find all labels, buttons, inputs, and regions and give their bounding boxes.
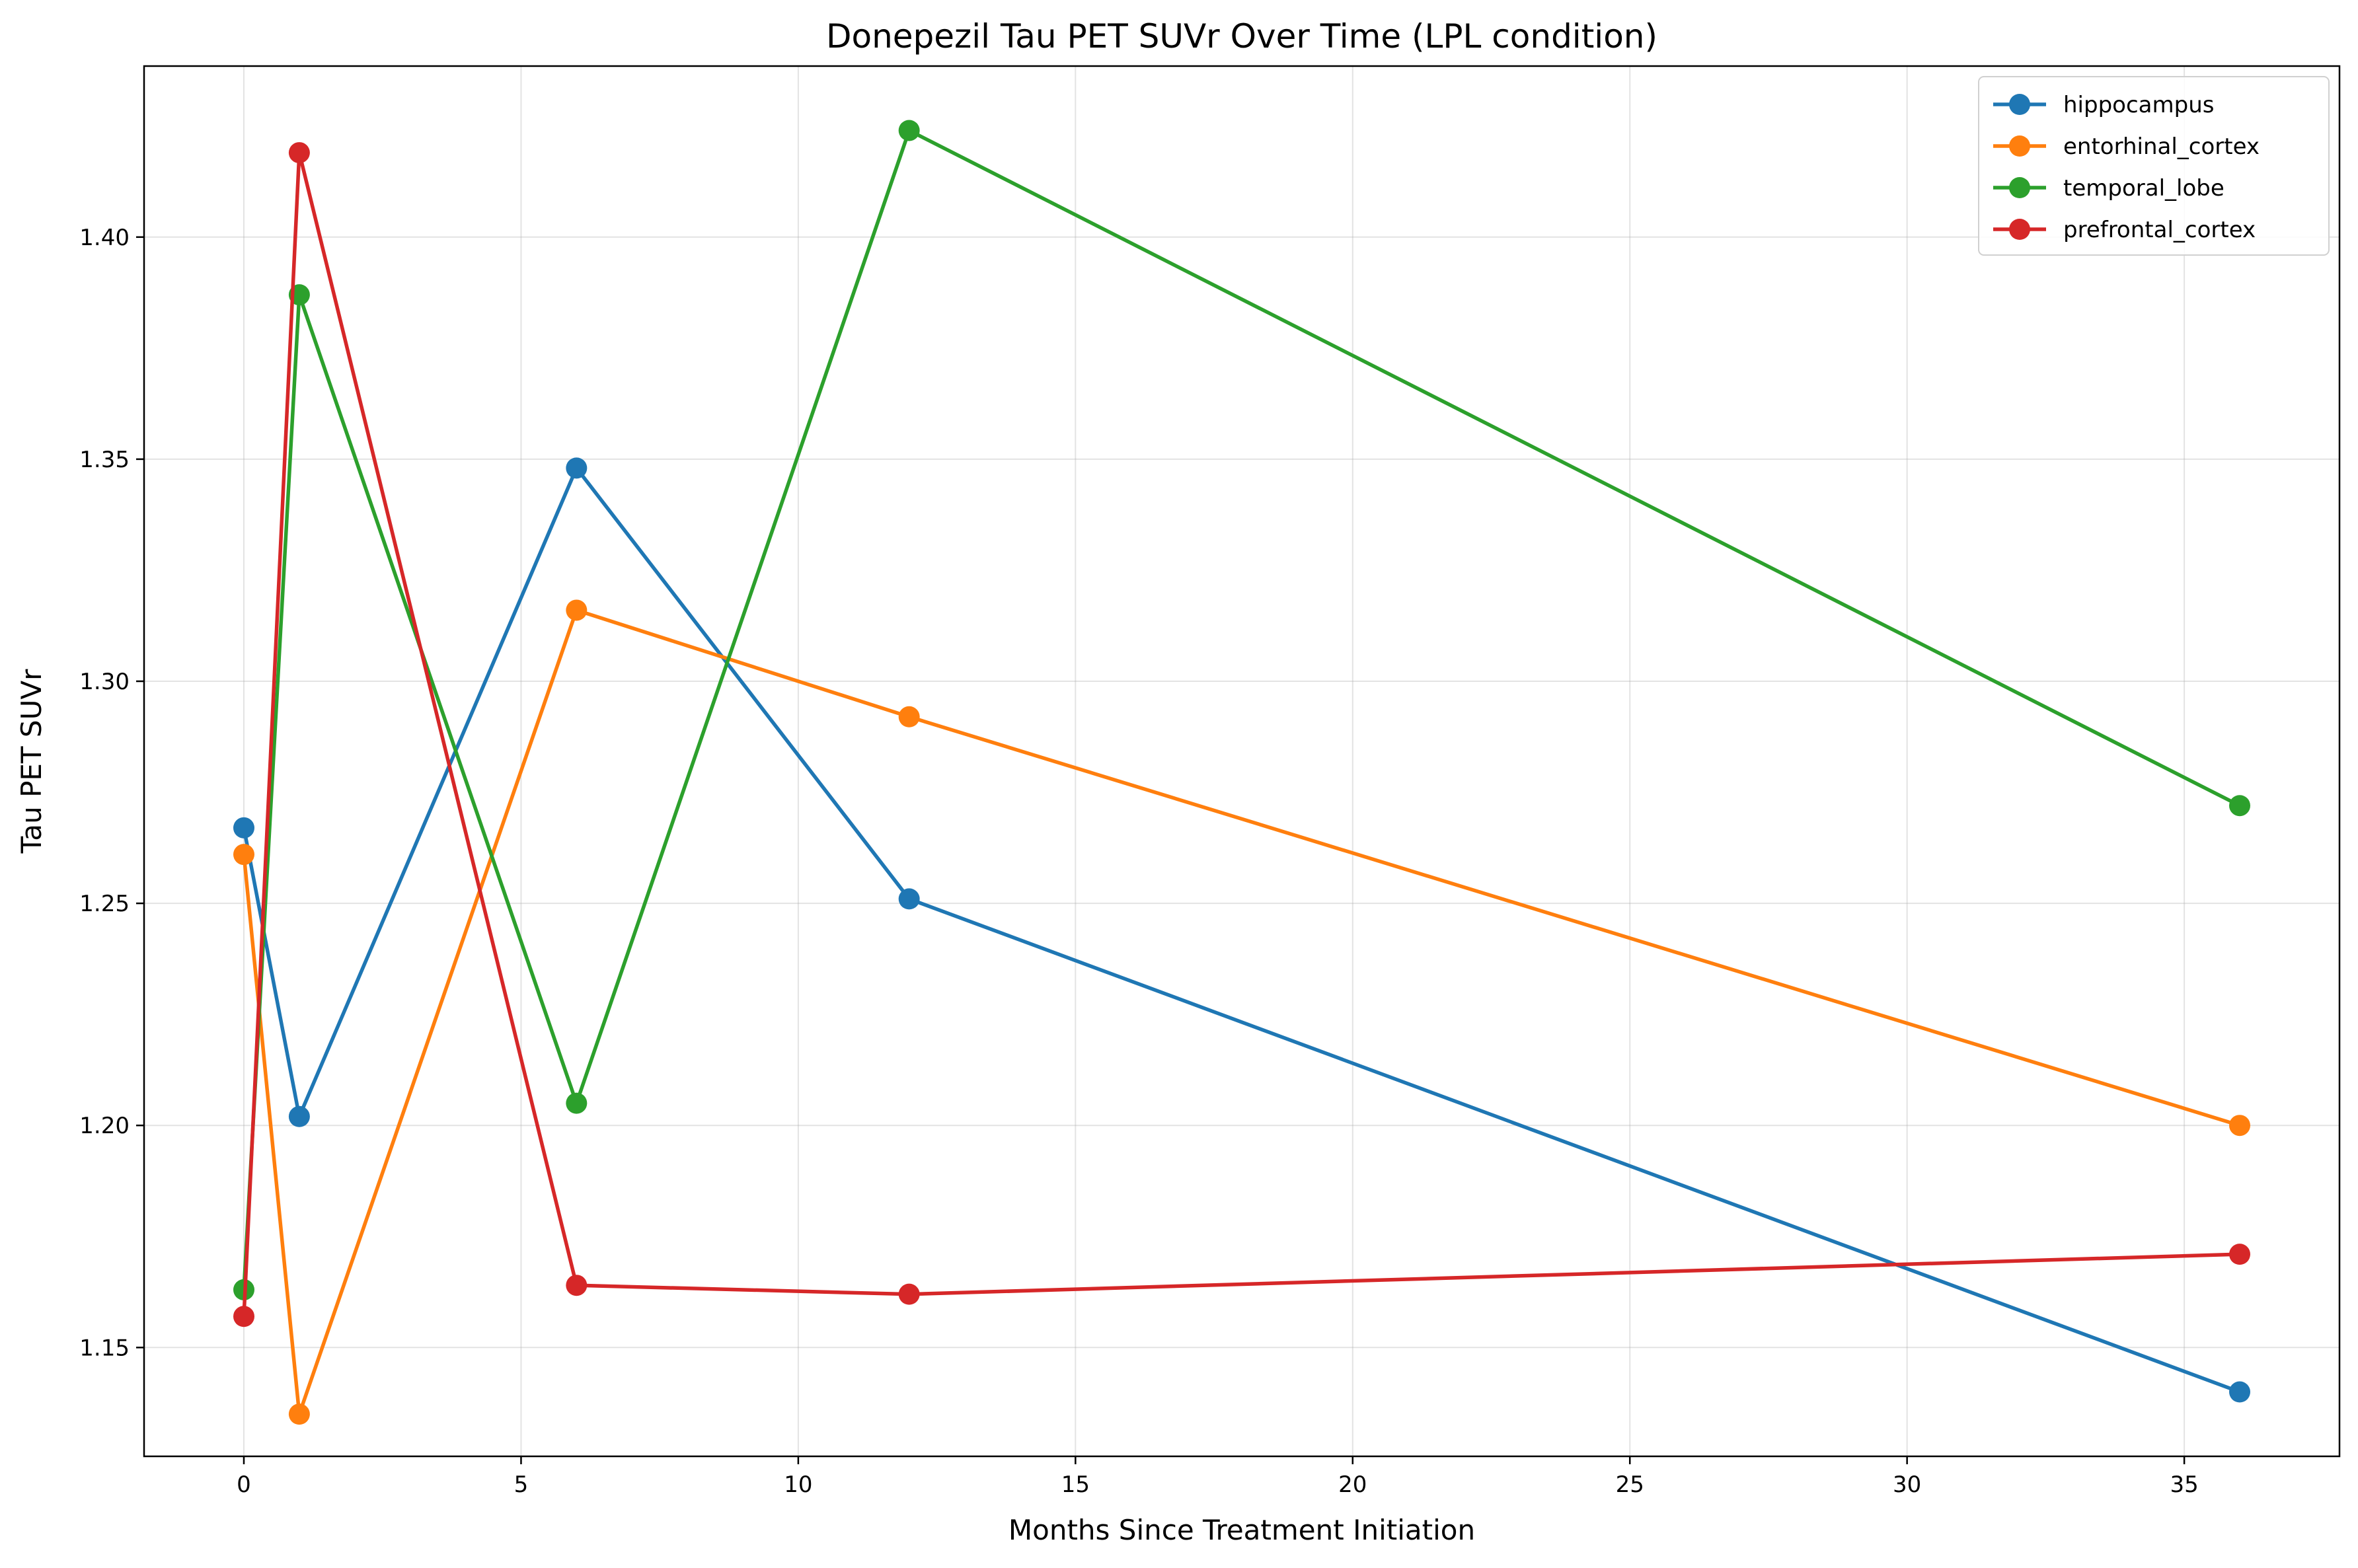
y-tick-label: 1.35: [79, 447, 130, 473]
y-tick-label: 1.20: [79, 1113, 130, 1139]
data-point-temporal_lobe: [2229, 795, 2250, 817]
data-point-prefrontal_cortex: [233, 1306, 254, 1327]
y-tick-label: 1.25: [79, 891, 130, 917]
legend-label: temporal_lobe: [2063, 175, 2225, 202]
x-tick-label: 5: [514, 1472, 529, 1498]
x-tick-label: 10: [784, 1472, 812, 1498]
data-point-hippocampus: [288, 1105, 310, 1127]
legend-swatch-marker: [2009, 219, 2030, 240]
chart-title: Donepezil Tau PET SUVr Over Time (LPL co…: [826, 17, 1657, 56]
legend-item-hippocampus: hippocampus: [1993, 92, 2214, 118]
grid: [144, 66, 2339, 1456]
data-point-entorhinal_cortex: [288, 1403, 310, 1425]
data-point-prefrontal_cortex: [898, 1283, 920, 1305]
legend: hippocampus entorhinal_cortex temporal_lob…: [1978, 76, 2330, 256]
y-axis-label: Tau PET SUVr: [15, 669, 48, 854]
legend-item-prefrontal_cortex: prefrontal_cortex: [1993, 217, 2256, 243]
data-point-entorhinal_cortex: [233, 844, 254, 866]
x-tick-label: 35: [2170, 1472, 2198, 1498]
legend-label: hippocampus: [2063, 92, 2214, 118]
x-tick-label: 0: [237, 1472, 251, 1498]
data-point-hippocampus: [898, 888, 920, 910]
legend-swatch-marker: [2009, 135, 2030, 157]
legend-swatch-marker: [2009, 177, 2030, 198]
legend-label: entorhinal_cortex: [2063, 133, 2260, 160]
plot-area-frame: [143, 65, 2341, 1458]
x-tick-label: 20: [1338, 1472, 1367, 1498]
data-point-hippocampus: [233, 817, 254, 839]
x-tick-label: 30: [1893, 1472, 1921, 1498]
series-layer: [233, 120, 2250, 1425]
axis-ticks: 0 5 10 15 20 25 30 35 1.15 1.20 1.25 1.30 1.35 1.40: [79, 225, 2198, 1498]
data-point-temporal_lobe: [898, 120, 920, 141]
data-point-entorhinal_cortex: [898, 706, 920, 728]
data-point-prefrontal_cortex: [288, 142, 310, 164]
legend-frame: [1978, 76, 2330, 256]
data-point-temporal_lobe: [566, 1092, 588, 1114]
series-hippocampus: [233, 457, 2250, 1403]
data-point-prefrontal_cortex: [2229, 1244, 2250, 1265]
data-point-prefrontal_cortex: [566, 1275, 588, 1296]
y-tick-label: 1.40: [79, 225, 130, 251]
y-tick-label: 1.30: [79, 669, 130, 695]
data-point-hippocampus: [566, 457, 588, 479]
legend-label: prefrontal_cortex: [2063, 217, 2256, 243]
x-tick-label: 15: [1061, 1472, 1090, 1498]
data-point-entorhinal_cortex: [566, 599, 588, 621]
legend-item-temporal_lobe: temporal_lobe: [1993, 175, 2225, 202]
x-axis-label: Months Since Treatment Initiation: [1008, 1514, 1475, 1546]
y-tick-label: 1.15: [79, 1335, 130, 1361]
data-point-entorhinal_cortex: [2229, 1115, 2250, 1137]
series-entorhinal_cortex: [233, 599, 2250, 1425]
legend-item-entorhinal_cortex: entorhinal_cortex: [1993, 133, 2260, 160]
x-tick-label: 25: [1616, 1472, 1644, 1498]
series-prefrontal_cortex: [233, 142, 2250, 1327]
legend-swatch-marker: [2009, 94, 2030, 115]
data-point-hippocampus: [2229, 1381, 2250, 1403]
